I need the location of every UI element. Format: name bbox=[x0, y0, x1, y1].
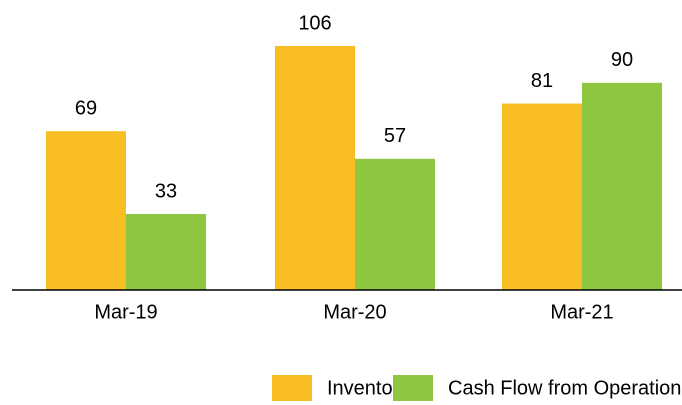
data-label: 90 bbox=[611, 49, 633, 71]
bar bbox=[275, 46, 355, 290]
legend-swatch bbox=[272, 375, 312, 401]
data-label: 69 bbox=[75, 97, 97, 119]
data-label: 33 bbox=[155, 180, 177, 202]
data-label: 57 bbox=[384, 125, 406, 147]
legend-swatch bbox=[393, 375, 433, 401]
x-tick-label: Mar-20 bbox=[323, 301, 386, 323]
legend-label: Cash Flow from Operations bbox=[448, 377, 682, 399]
bar bbox=[582, 82, 662, 290]
legend-label: Inventory bbox=[327, 377, 409, 399]
data-label: 106 bbox=[298, 12, 331, 34]
bar bbox=[502, 103, 582, 290]
x-tick-label: Mar-19 bbox=[94, 301, 157, 323]
bar bbox=[46, 131, 126, 290]
bar bbox=[355, 158, 435, 290]
x-tick-label: Mar-21 bbox=[550, 301, 613, 323]
bar bbox=[126, 214, 206, 290]
data-label: 81 bbox=[531, 70, 553, 92]
